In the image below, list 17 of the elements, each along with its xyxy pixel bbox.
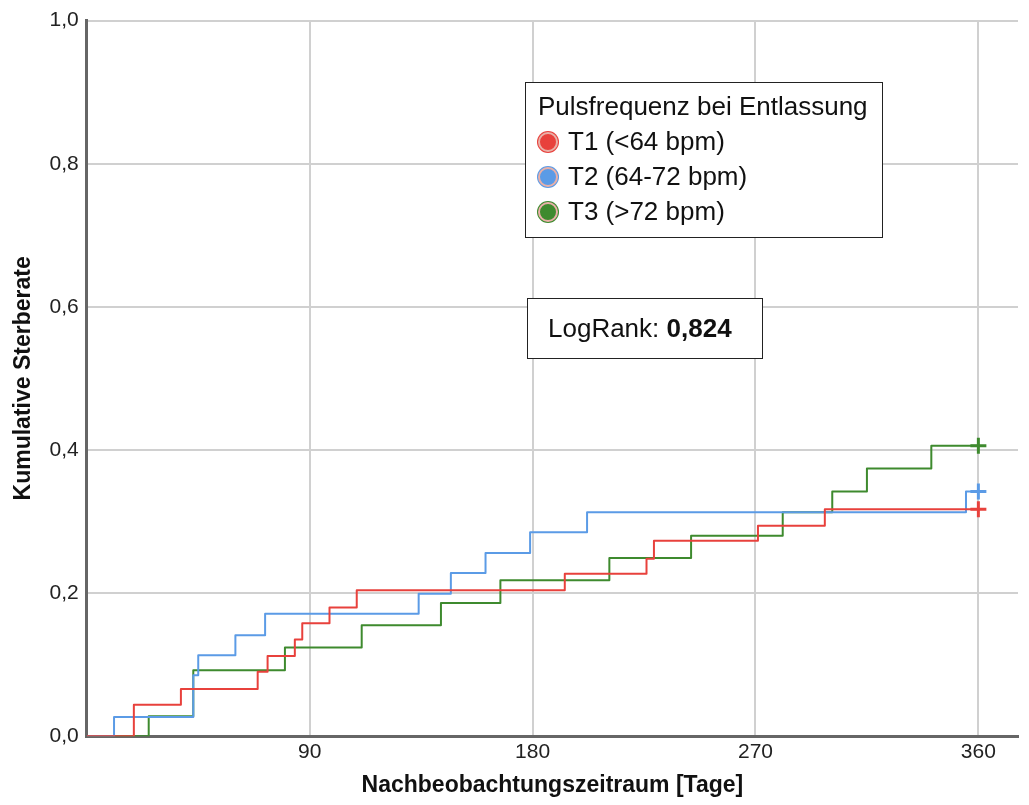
annotation: LogRank: 0,824 <box>527 298 763 359</box>
x-tick-label: 360 <box>960 738 996 762</box>
legend-label: T3 (>72 bpm) <box>568 196 725 227</box>
y-tick-label: 0,4 <box>49 436 80 460</box>
y-tick-label: 0,6 <box>49 293 79 317</box>
x-tick-label: 270 <box>737 738 773 762</box>
x-tick-label: 90 <box>298 738 322 762</box>
x-axis-title: Nachbeobachtungszeitraum [Tage] <box>361 770 744 797</box>
y-tick-label: 0,2 <box>49 579 79 603</box>
y-tick-label: 1,0 <box>49 7 79 31</box>
legend-label: T1 (<64 bpm) <box>568 126 725 157</box>
y-axis-title: Kumulative Sterberate <box>9 256 36 501</box>
y-tick-label: 0,0 <box>49 723 79 746</box>
legend-label: T2 (64-72 bpm) <box>568 161 748 192</box>
legend-title: Pulsfrequenz bei Entlassung <box>538 91 868 122</box>
x-tick-label: 180 <box>515 738 551 762</box>
y-tick-label: 0,8 <box>49 150 79 174</box>
